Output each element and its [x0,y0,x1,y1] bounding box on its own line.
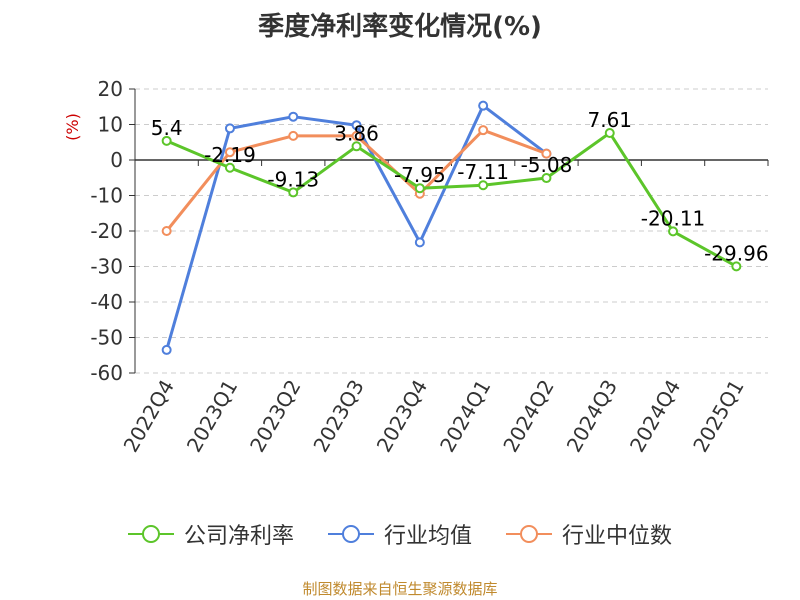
series-point-0 [478,180,489,191]
data-label: -7.11 [457,160,509,184]
series-point-1 [288,111,299,122]
series-lines [161,100,742,355]
series-line-0 [166,131,738,268]
x-tick-label: 2023Q4 [372,376,432,457]
x-tick-label: 2022Q4 [119,376,179,457]
series-point-0 [541,173,552,184]
series-point-2 [478,125,489,136]
y-tick-label: 10 [98,113,123,137]
legend-label: 公司净利率 [183,524,294,549]
x-tick-label: 2025Q1 [688,376,748,457]
series-point-1 [161,344,172,355]
grid-lines [135,88,768,374]
series-point-0 [161,135,172,146]
x-tick-label: 2024Q4 [625,376,685,457]
series-point-0 [604,127,615,138]
data-label: -20.11 [641,206,705,230]
data-label: -29.96 [704,241,768,265]
data-labels: 5.4 -2.19 -9.13 3.86 -7.95 -7.11 -5.08 7.61 -20.… [151,108,769,265]
legend-swatch [127,525,174,543]
series-point-0 [351,141,362,152]
legend: 公司净利率 行业均值 行业中位数 [0,518,800,550]
series-point-2 [161,226,172,236]
x-tick-label: 2024Q3 [562,376,622,457]
x-tick-label: 2023Q1 [182,376,242,457]
legend-label: 行业均值 [383,524,472,549]
series-point-0 [288,187,299,198]
y-tick-label: -10 [90,184,123,208]
series-point-0 [668,226,679,237]
data-label: -5.08 [521,153,573,177]
series-point-1 [351,120,362,131]
series-point-2 [351,130,362,141]
x-tick-label: 2024Q2 [498,376,558,457]
series-point-1 [414,237,425,248]
series-point-2 [288,130,299,141]
data-label: -7.95 [394,163,446,187]
series-point-1 [224,123,235,134]
legend-item[interactable]: 行业均值 [327,518,472,550]
x-tick-label: 2023Q2 [245,376,305,457]
series-point-1 [478,100,489,111]
y-tick-label: -50 [90,326,123,350]
series-point-0 [414,183,425,194]
series-point-2 [224,147,235,158]
legend-swatch [327,525,374,543]
y-tick-label: 0 [110,148,123,172]
data-label: 5.4 [151,116,183,140]
data-label: -2.19 [204,143,256,167]
series-point-0 [731,261,742,272]
data-label: 3.86 [334,121,379,145]
x-tick-label: 2023Q3 [308,376,368,457]
y-axis-unit-label: (%) [63,113,82,141]
y-tick-label: 20 [98,77,123,101]
y-tick-label: -20 [90,219,123,243]
chart-title: 季度净利率变化情况(%) [258,12,542,42]
legend-label: 行业中位数 [562,524,673,549]
y-tick-label: -30 [90,255,123,279]
legend-item[interactable]: 公司净利率 [127,518,294,550]
legend-item[interactable]: 行业中位数 [506,518,672,550]
y-tick-label: -40 [90,290,123,314]
data-label: 7.61 [587,108,632,132]
series-point-2 [541,148,552,159]
x-tick-label: 2024Q1 [435,376,495,457]
source-note: 制图数据来自恒生聚源数据库 [302,580,498,598]
legend-swatch [506,525,552,543]
series-point-0 [224,162,235,173]
data-label: -9.13 [267,167,319,191]
y-tick-label: -60 [90,361,123,385]
